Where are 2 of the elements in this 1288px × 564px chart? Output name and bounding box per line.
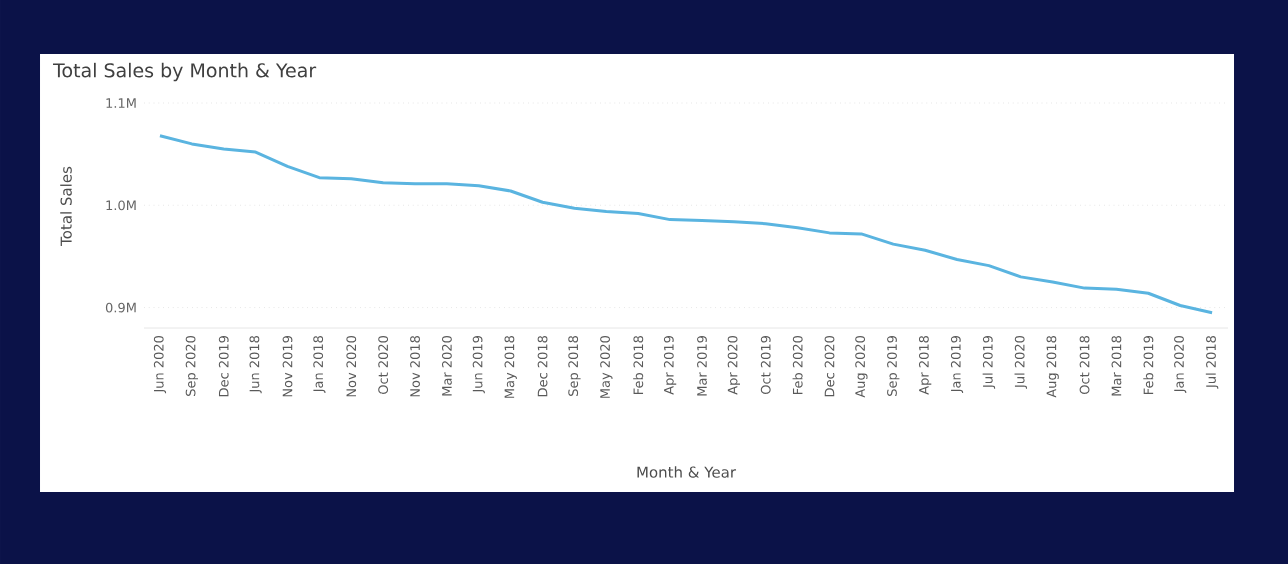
line-series <box>158 134 1214 315</box>
chart-title: Total Sales by Month & Year <box>53 62 317 82</box>
